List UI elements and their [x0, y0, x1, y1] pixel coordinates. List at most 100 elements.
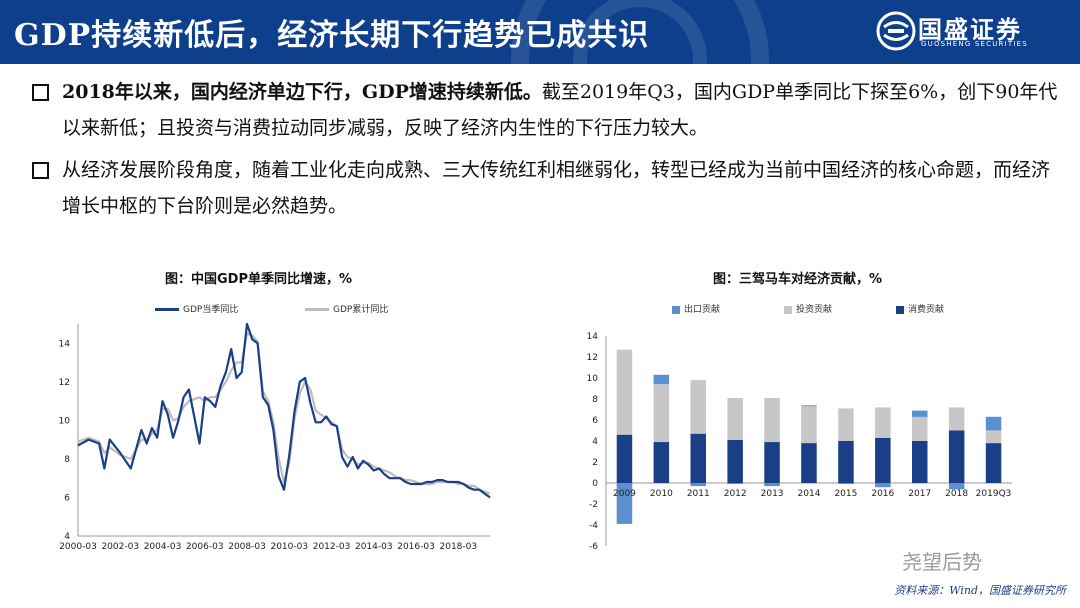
- y-tick-label: 0: [592, 479, 598, 489]
- y-tick-label: 12: [59, 378, 70, 388]
- contribution-bar-chart: -6 -4 -2 0 2 4 6 8 10 12 14 2009 2010 2011 2012 2013 201…: [587, 332, 1012, 552]
- bullet-bold-text: 2018年以来，国内经济单边下行，GDP增速持续新低。: [62, 81, 542, 103]
- bar-segment: [912, 441, 928, 483]
- source-note: 资料来源：Wind，国盛证券研究所: [894, 584, 1066, 597]
- x-tick-label: 2006-03: [186, 542, 224, 552]
- logo-subtitle: GUOSHENG SECURITIES: [921, 40, 1028, 48]
- x-tick-label: 2002-03: [101, 542, 139, 552]
- x-tick-label: 2004-03: [144, 542, 182, 552]
- bar-segment: [985, 430, 1002, 444]
- bar-segment: [912, 410, 928, 417]
- x-tick-label: 2000-03: [59, 542, 97, 552]
- x-tick-label: 2011: [687, 489, 710, 499]
- bullet-list: 2018年以来，国内经济单边下行，GDP增速持续新低。截至2019年Q3，国内G…: [30, 74, 1060, 230]
- x-tick-label: 2008-03: [228, 542, 266, 552]
- bar-segment: [764, 442, 780, 483]
- bar-segment: [764, 398, 780, 443]
- bar-segment: [727, 398, 743, 440]
- x-tick-label: 2010-03: [270, 542, 308, 552]
- legend-swatch-icon: [896, 305, 904, 314]
- y-tick-label: -4: [589, 521, 598, 531]
- y-tick-label: 14: [59, 339, 71, 349]
- bar-segment: [690, 483, 706, 487]
- x-tick-label: 2018-03: [440, 542, 478, 552]
- legend-consumption: 消费贡献: [896, 302, 944, 315]
- y-tick-label: 14: [587, 332, 599, 342]
- x-tick-label: 2012-03: [313, 542, 351, 552]
- legend-line-icon: [305, 308, 329, 311]
- logo-icon: [876, 11, 916, 51]
- bar-segment: [948, 430, 965, 483]
- bar-segment: [985, 416, 1002, 431]
- header-bar: GDP持续新低后，经济长期下行趋势已成共识 国盛证券 GUOSHENG SECU…: [0, 0, 1080, 64]
- x-tick-label: 2009: [613, 489, 636, 499]
- series-line: [77, 322, 491, 499]
- wechat-watermark: 尧望后势: [902, 550, 982, 574]
- y-tick-label: -6: [589, 542, 598, 552]
- bar-segment: [801, 406, 817, 444]
- bar-segment: [727, 483, 743, 484]
- bar-segment: [764, 483, 780, 487]
- bullet-item: 2018年以来，国内经济单边下行，GDP增速持续新低。截至2019年Q3，国内G…: [30, 74, 1060, 146]
- y-tick-label: 8: [64, 455, 70, 465]
- x-tick-label: 2014-03: [355, 542, 393, 552]
- series-line: [77, 332, 491, 495]
- x-tick-label: 2019Q3: [976, 489, 1012, 499]
- bar-segment: [653, 374, 670, 385]
- bullet-text: 截至2019年Q3，国内GDP单季同比下探至6%，创下90年代以来新低；且投资与…: [62, 81, 1058, 139]
- bar-segment: [690, 380, 706, 434]
- bar-segment: [985, 443, 1002, 483]
- bar-segment: [801, 405, 817, 407]
- y-tick-label: 12: [587, 353, 598, 363]
- x-tick-label: 2017: [908, 489, 931, 499]
- bar-segment: [653, 442, 670, 483]
- y-tick-label: 8: [592, 395, 598, 405]
- x-tick-label: 2012: [724, 489, 747, 499]
- bullet-item: 从经济发展阶段角度，随着工业化走向成熟、三大传统红利相继弱化，转型已经成为当前中…: [30, 152, 1060, 224]
- gdp-chart-title: 图：中国GDP单季同比增速，%: [165, 272, 353, 287]
- bar-segment: [616, 349, 633, 435]
- bar-segment: [838, 408, 854, 441]
- bar-segment: [616, 434, 633, 483]
- bar-segment: [653, 384, 670, 443]
- bar-segment: [948, 407, 965, 431]
- bar-segment: [801, 443, 817, 483]
- y-tick-label: 6: [592, 416, 598, 426]
- bullet-text: 从经济发展阶段角度，随着工业化走向成熟、三大传统红利相继弱化，转型已经成为当前中…: [62, 159, 1051, 217]
- bar-segment: [838, 483, 854, 484]
- bar-segment: [838, 441, 854, 483]
- x-tick-label: 2018: [945, 489, 968, 499]
- x-tick-label: 2016-03: [397, 542, 435, 552]
- y-tick-label: 2: [592, 458, 598, 468]
- y-tick-label: 4: [592, 437, 598, 447]
- y-tick-label: -2: [589, 500, 598, 510]
- y-tick-label: 6: [64, 493, 70, 503]
- logo-name: 国盛证券: [918, 16, 1022, 44]
- bar-segment: [727, 440, 743, 483]
- bar-segment: [875, 437, 891, 483]
- y-tick-label: 10: [59, 416, 71, 426]
- contribution-chart-title: 图：三驾马车对经济贡献，%: [713, 272, 883, 287]
- bar-segment: [875, 407, 891, 438]
- bar-segment: [912, 416, 928, 441]
- legend-gdp-cumulative: GDP累计同比: [305, 302, 388, 315]
- legend-swatch-icon: [784, 305, 792, 314]
- bar-segment: [948, 483, 965, 490]
- y-tick-label: 4: [64, 532, 70, 542]
- page-title: GDP持续新低后，经济长期下行趋势已成共识: [14, 18, 650, 53]
- bar-segment: [690, 433, 706, 483]
- x-tick-label: 2013: [761, 489, 784, 499]
- gdp-line-chart: 4 6 8 10 12 14 2000-03 2002-03 2004-03 2006-03 200…: [59, 322, 491, 552]
- legend-swatch-icon: [672, 305, 680, 314]
- y-tick-label: 10: [587, 374, 599, 384]
- x-tick-label: 2015: [834, 489, 857, 499]
- x-tick-label: 2016: [871, 489, 894, 499]
- header-decoration: [511, 0, 769, 64]
- x-tick-label: 2010: [650, 489, 673, 499]
- bar-segment: [616, 483, 633, 524]
- x-tick-label: 2014: [798, 489, 821, 499]
- square-bullet-icon: [32, 84, 49, 101]
- legend-gdp-quarterly: GDP当季同比: [155, 302, 238, 315]
- legend-line-icon: [155, 308, 179, 311]
- square-bullet-icon: [32, 162, 49, 179]
